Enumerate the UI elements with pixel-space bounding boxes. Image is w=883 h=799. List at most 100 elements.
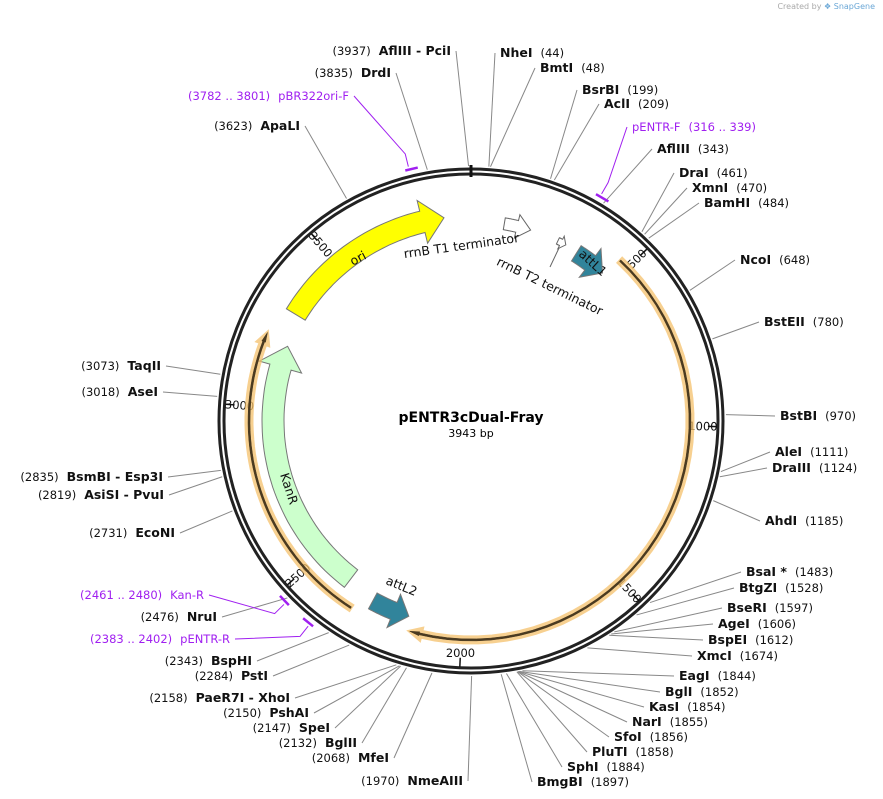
tick-label: 1000 — [688, 419, 718, 434]
tick-label: 2000 — [446, 646, 475, 660]
attl1-feature[interactable] — [570, 244, 604, 279]
enzyme-xmni[interactable]: XmnI (470) — [692, 180, 767, 195]
enzyme-nrui[interactable]: (2476) NruI — [141, 609, 217, 624]
enzyme-bsai[interactable]: BsaI * (1483) — [746, 564, 833, 579]
enzyme-asei[interactable]: (3018) AseI — [82, 384, 159, 399]
enzyme-mfei[interactable]: (2068) MfeI — [312, 750, 389, 765]
enzyme-kasi[interactable]: KasI (1854) — [649, 699, 725, 714]
primer-pentr-f[interactable]: pENTR-F (316 .. 339) — [632, 120, 756, 134]
primer-mark[interactable] — [595, 193, 610, 203]
rrnb-t1-terminator-feature[interactable] — [502, 213, 532, 240]
enzyme-taqii[interactable]: (3073) TaqII — [81, 358, 161, 373]
enzyme-leader-line — [490, 67, 536, 167]
enzyme-nmeaiii[interactable]: (1970) NmeAIII — [361, 773, 463, 788]
enzyme-sfoi[interactable]: SfoI (1856) — [614, 729, 688, 744]
enzyme-leader-line — [517, 671, 610, 738]
enzyme-nari[interactable]: NarI (1855) — [632, 714, 708, 729]
plasmid-name: pENTR3cDual-Fray — [398, 410, 543, 426]
attl2-feature[interactable] — [367, 592, 410, 629]
enzyme-leader-line — [488, 52, 496, 167]
snapgene-logo-icon: ❖ — [824, 2, 834, 11]
enzyme-bsrbi[interactable]: BsrBI (199) — [582, 82, 658, 97]
enzyme-bstbi[interactable]: BstBI (970) — [780, 408, 856, 423]
enzyme-leader-line — [522, 670, 675, 677]
enzyme-apali[interactable]: (3623) ApaLI — [214, 118, 300, 133]
enzyme-leader-line — [467, 675, 473, 782]
enzyme-leader-line — [294, 664, 397, 699]
enzyme-drdi[interactable]: (3835) DrdI — [315, 65, 391, 80]
enzyme-ncoi[interactable]: NcoI (648) — [740, 252, 810, 267]
enzyme-nhei[interactable]: NheI (44) — [500, 45, 564, 60]
enzyme-leader-line — [609, 634, 704, 641]
enzyme-leader-line — [168, 476, 223, 496]
enzyme-eagi[interactable]: EagI (1844) — [679, 668, 756, 683]
enzyme-leader-line — [167, 469, 221, 478]
enzyme-acli[interactable]: AclI (209) — [604, 96, 669, 111]
enzyme-leader-line — [641, 172, 675, 233]
enzyme-btgzi[interactable]: BtgZI (1528) — [739, 580, 823, 595]
primer-pentr-r[interactable]: (2383 .. 2402) pENTR-R — [90, 632, 230, 646]
enzyme-leader-line — [712, 321, 760, 340]
enzyme-xmci[interactable]: XmcI (1674) — [697, 648, 778, 663]
enzyme-leader-line — [500, 674, 533, 783]
primer-mark[interactable] — [302, 617, 314, 628]
enzyme-pshai[interactable]: (2150) PshAI — [223, 705, 309, 720]
enzyme-ahdi[interactable]: AhdI (1185) — [765, 513, 843, 528]
enzyme-draiii[interactable]: DraIII (1124) — [772, 460, 857, 475]
enzyme-bspei[interactable]: BspEI (1612) — [708, 632, 793, 647]
rrnb-t2-terminator-feature[interactable] — [555, 234, 567, 250]
enzyme-leader-line — [506, 673, 563, 768]
primer-leader-line — [353, 95, 409, 167]
enzyme-leader-line — [713, 500, 761, 522]
enzyme-bamhi[interactable]: BamHI (484) — [704, 195, 789, 210]
primer-leader-line — [601, 126, 628, 195]
enzyme-bsteii[interactable]: BstEII (780) — [764, 314, 844, 329]
enzyme-afliii[interactable]: AflIII (343) — [657, 141, 729, 156]
enzyme-drai[interactable]: DraI (461) — [679, 165, 748, 180]
tick-label: 3500 — [306, 229, 336, 260]
enzyme-bmti[interactable]: BmtI (48) — [540, 60, 605, 75]
tick-mark — [639, 248, 648, 256]
plasmid-length: 3943 bp — [448, 427, 493, 440]
primer-kan-r[interactable]: (2461 .. 2480) Kan-R — [80, 588, 204, 602]
enzyme-bmgbi[interactable]: BmgBI (1897) — [537, 774, 629, 789]
kanr-feature[interactable] — [257, 345, 359, 589]
enzyme-agei[interactable]: AgeI (1606) — [718, 616, 796, 631]
enzyme-sphi[interactable]: SphI (1884) — [567, 759, 645, 774]
enzyme-afliii-pcii[interactable]: (3937) AflIII - PciI — [332, 43, 451, 58]
enzyme-psti[interactable]: (2284) PstI — [195, 668, 268, 683]
credit-brand: SnapGene — [833, 2, 875, 11]
enzyme-bsmbi-esp3i[interactable]: (2835) BsmBI - Esp3I — [20, 469, 163, 484]
orf-feature[interactable] — [247, 332, 352, 609]
enzyme-leader-line — [636, 587, 735, 616]
enzyme-leader-line — [395, 72, 428, 170]
enzyme-leader-line — [611, 623, 714, 635]
attl2-label: attL2 — [384, 573, 420, 599]
orf-feature[interactable] — [409, 259, 692, 642]
enzyme-paer7i-xhoi[interactable]: (2158) PaeR7I - XhoI — [149, 690, 290, 705]
enzyme-leader-line — [644, 187, 688, 235]
enzyme-econi[interactable]: (2731) EcoNI — [89, 525, 175, 540]
enzyme-leader-line — [648, 202, 700, 239]
enzyme-asisi-pvui[interactable]: (2819) AsiSI - PvuI — [38, 487, 164, 502]
tick-mark — [286, 578, 295, 586]
enzyme-bseri[interactable]: BseRI (1597) — [727, 600, 813, 615]
enzyme-pluti[interactable]: PluTI (1858) — [592, 744, 674, 759]
enzyme-leader-line — [393, 672, 433, 759]
enzyme-leader-line — [719, 467, 768, 478]
primer-mark[interactable] — [404, 166, 419, 172]
enzyme-leader-line — [313, 665, 400, 714]
enzyme-spei[interactable]: (2147) SpeI — [253, 720, 330, 735]
tick-mark — [225, 403, 235, 406]
ori-feature[interactable] — [285, 199, 445, 321]
enzyme-leader-line — [516, 671, 588, 753]
enzyme-bgli[interactable]: BglI (1852) — [665, 684, 739, 699]
primer-mark[interactable] — [279, 595, 290, 606]
enzyme-leader-line — [603, 148, 653, 204]
enzyme-bglii[interactable]: (2132) BglII — [279, 735, 357, 750]
primer-pbr322ori-f[interactable]: (3782 .. 3801) pBR322ori-F — [188, 89, 349, 103]
primer-leader-line — [208, 594, 285, 615]
enzyme-bsphi[interactable]: (2343) BspHI — [165, 653, 252, 668]
enzyme-alei[interactable]: AleI (1111) — [775, 444, 848, 459]
